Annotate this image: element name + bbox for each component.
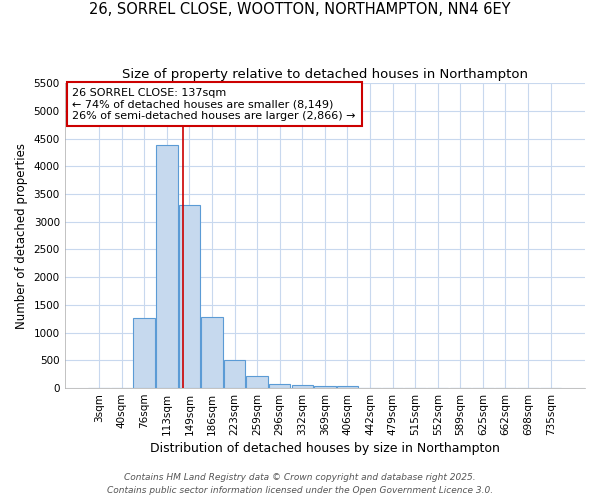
Bar bbox=[224, 360, 245, 388]
Bar bbox=[314, 386, 335, 388]
Text: 26, SORREL CLOSE, WOOTTON, NORTHAMPTON, NN4 6EY: 26, SORREL CLOSE, WOOTTON, NORTHAMPTON, … bbox=[89, 2, 511, 18]
Title: Size of property relative to detached houses in Northampton: Size of property relative to detached ho… bbox=[122, 68, 528, 80]
Text: 26 SORREL CLOSE: 137sqm
← 74% of detached houses are smaller (8,149)
26% of semi: 26 SORREL CLOSE: 137sqm ← 74% of detache… bbox=[73, 88, 356, 121]
Bar bbox=[201, 317, 223, 388]
Y-axis label: Number of detached properties: Number of detached properties bbox=[15, 142, 28, 328]
Bar bbox=[133, 318, 155, 388]
Bar bbox=[269, 384, 290, 388]
Bar bbox=[179, 205, 200, 388]
Bar bbox=[156, 145, 178, 388]
Bar bbox=[337, 386, 358, 388]
X-axis label: Distribution of detached houses by size in Northampton: Distribution of detached houses by size … bbox=[150, 442, 500, 455]
Bar bbox=[247, 376, 268, 388]
Bar bbox=[292, 386, 313, 388]
Text: Contains HM Land Registry data © Crown copyright and database right 2025.
Contai: Contains HM Land Registry data © Crown c… bbox=[107, 474, 493, 495]
